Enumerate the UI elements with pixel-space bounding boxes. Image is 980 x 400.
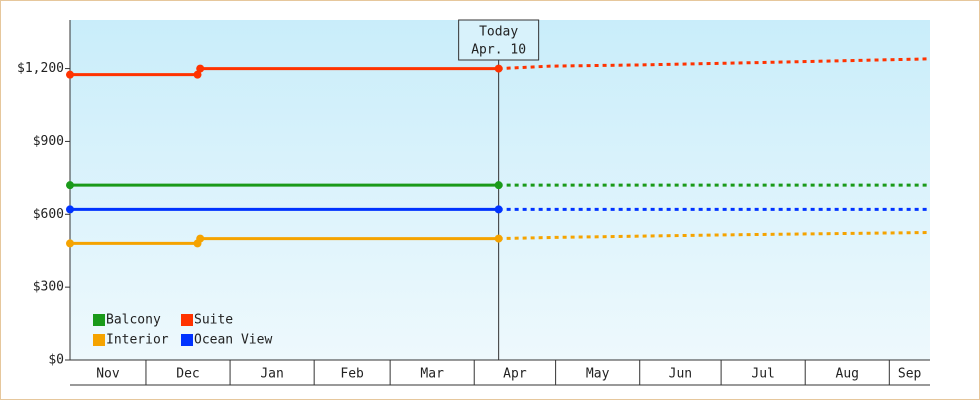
point <box>66 239 74 248</box>
x-tick-label: Dec <box>176 367 199 382</box>
x-tick-label: Apr <box>503 367 527 382</box>
legend-label: Balcony <box>106 313 161 328</box>
x-tick-label: Jun <box>669 367 692 382</box>
legend-swatch <box>181 314 193 326</box>
x-tick-label: Nov <box>96 367 120 382</box>
x-tick-label: May <box>586 367 610 382</box>
legend-swatch <box>93 314 105 326</box>
today-label: Today <box>479 25 518 40</box>
legend-label: Ocean View <box>194 333 272 348</box>
point <box>494 64 503 73</box>
point <box>196 64 205 73</box>
x-tick-label: Aug <box>836 367 859 382</box>
y-tick-label: $600 <box>33 207 64 222</box>
y-tick-label: $1,200 <box>17 61 64 76</box>
legend-swatch <box>93 334 105 346</box>
x-tick-label: Jan <box>260 367 283 382</box>
legend-label: Suite <box>194 313 233 328</box>
point <box>66 181 74 190</box>
point <box>494 181 503 190</box>
today-box <box>458 19 540 61</box>
point <box>494 205 503 214</box>
point <box>66 205 74 214</box>
point <box>193 70 202 79</box>
plot-area <box>70 20 930 360</box>
point <box>196 234 205 243</box>
legend-label: Interior <box>106 333 169 348</box>
x-tick-label: Jul <box>751 367 774 382</box>
y-tick-label: $900 <box>33 134 64 149</box>
x-tick-label: Mar <box>420 367 444 382</box>
point <box>66 70 74 79</box>
x-tick-label: Feb <box>340 367 364 382</box>
x-tick-label: Sep <box>898 367 922 382</box>
y-tick-label: $0 <box>48 353 64 368</box>
forecast-line <box>498 57 931 71</box>
y-tick-label: $300 <box>33 280 64 295</box>
legend-swatch <box>181 334 193 346</box>
today-label: Apr. 10 <box>471 43 526 58</box>
point <box>494 234 503 243</box>
